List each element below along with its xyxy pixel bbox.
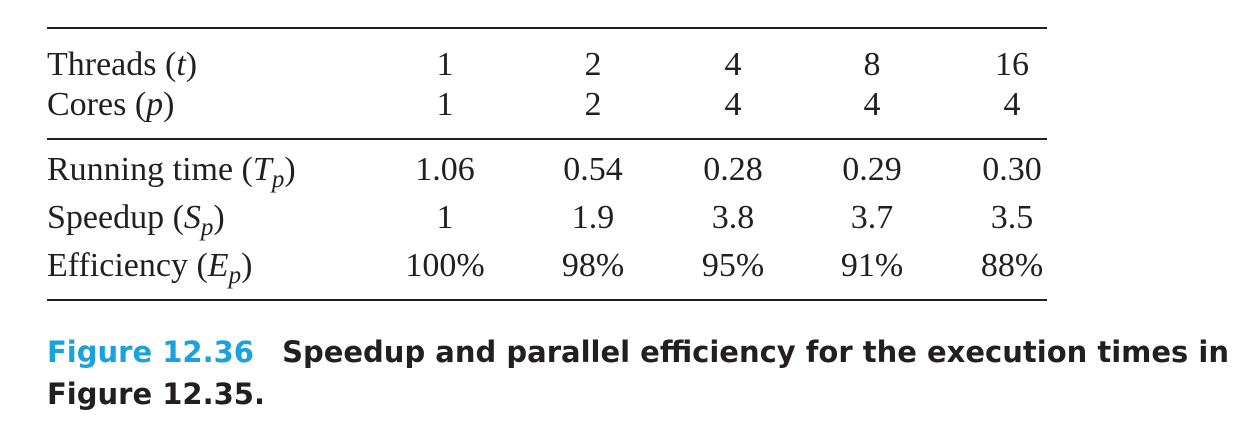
cell: 8 [864, 46, 881, 83]
cell: 98% [562, 247, 624, 284]
label-sub: p [270, 166, 285, 193]
row-label: Speedup (Sp) [47, 199, 225, 241]
caption-line: Figure 12.36 Speedup and parallel effici… [47, 335, 1229, 369]
label-text: Threads ( [47, 46, 176, 83]
caption-line: Figure 12.35. [47, 377, 265, 411]
cell: 1 [437, 199, 454, 236]
label-text: Efficiency ( [47, 247, 208, 284]
cell: 100% [405, 247, 484, 284]
label-var: E [207, 247, 229, 284]
label-var: T [253, 151, 274, 188]
cell: 0.29 [842, 151, 902, 188]
cell: 1.9 [572, 199, 615, 236]
cell: 4 [1004, 86, 1021, 123]
label-var: t [176, 46, 187, 83]
cell: 3.8 [712, 199, 755, 236]
cell: 0.28 [703, 151, 763, 188]
row-label: Cores (p) [47, 86, 174, 123]
label-text: Cores ( [47, 86, 146, 123]
label-text: Speedup ( [47, 199, 184, 236]
caption-label: Figure 12.36 [47, 335, 254, 369]
cell: 1 [437, 46, 454, 83]
cell: 4 [725, 86, 742, 123]
cell: 3.5 [991, 199, 1034, 236]
label-sub: p [199, 214, 214, 241]
label-var: S [184, 199, 201, 236]
cell: 16 [995, 46, 1029, 83]
cell: 1 [437, 86, 454, 123]
label-sub: p [227, 262, 242, 289]
cell: 0.54 [563, 151, 623, 188]
row-label: Threads (t) [47, 46, 197, 83]
row-label: Efficiency (Ep) [47, 247, 252, 289]
cell: 3.7 [851, 199, 894, 236]
label-text: ) [241, 247, 252, 284]
cell: 2 [585, 86, 602, 123]
cell: 4 [725, 46, 742, 83]
label-text: ) [213, 199, 224, 236]
label-text: ) [186, 46, 197, 83]
label-text: ) [163, 86, 174, 123]
cell: 0.30 [982, 151, 1042, 188]
label-var: p [144, 86, 163, 123]
label-text: ) [284, 151, 295, 188]
cell: 4 [864, 86, 881, 123]
cell: 91% [841, 247, 903, 284]
label-text: Running time ( [47, 151, 253, 188]
caption-text: Speedup and parallel efficiency for the … [282, 335, 1229, 369]
row-label: Running time (Tp) [47, 151, 296, 193]
cell: 1.06 [415, 151, 475, 188]
cell: 95% [702, 247, 764, 284]
cell: 88% [981, 247, 1043, 284]
cell: 2 [585, 46, 602, 83]
